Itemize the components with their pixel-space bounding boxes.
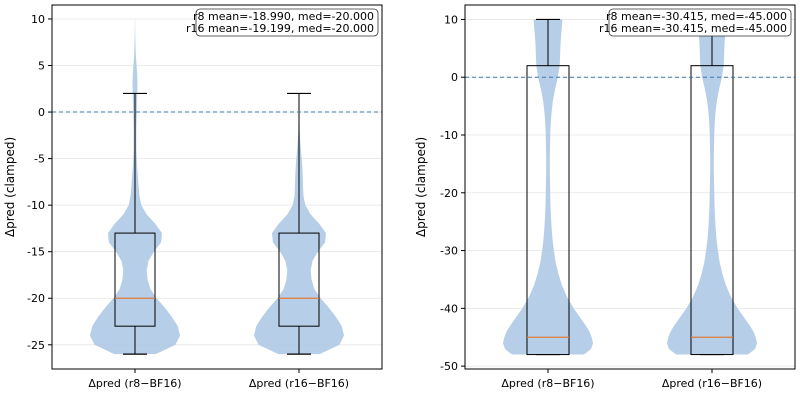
right-x-tick-label: Δpred (r8−BF16) — [501, 377, 594, 390]
right-y-tick-label: 10 — [444, 13, 458, 26]
right-annotation-line-2: r16 mean=-30.415, med=-45.000 — [599, 22, 787, 35]
left-x-tick-label: Δpred (r16−BF16) — [249, 377, 349, 390]
left-y-tick-label: -5 — [34, 153, 45, 166]
left-y-tick-label: 10 — [31, 13, 45, 26]
right-y-tick-label: 0 — [451, 71, 458, 84]
left-violins — [90, 18, 344, 355]
right-boxes — [526, 18, 734, 356]
left-y-tick-label: -15 — [27, 246, 45, 259]
left-y-tick-label: -10 — [27, 199, 45, 212]
left-box-2 — [278, 232, 320, 327]
right-y-axis-label: Δpred (clamped) — [414, 137, 428, 237]
left-y-tick-label: -20 — [27, 292, 45, 305]
right-y-tick-label: -10 — [440, 129, 458, 142]
right-y-ticks: -50 -40 -30 -20 -10 0 10 — [440, 13, 465, 373]
right-y-tick-label: -40 — [440, 302, 458, 315]
right-violin-1 — [503, 19, 593, 355]
right-x-tick-label: Δpred (r16−BF16) — [662, 377, 762, 390]
right-x-ticks: Δpred (r8−BF16) Δpred (r16−BF16) — [501, 369, 762, 390]
right-annotation-line-1: r8 mean=-30.415, med=-45.000 — [606, 10, 787, 23]
left-box-1 — [114, 232, 156, 327]
right-annotation-frame — [608, 8, 792, 37]
left-axes-frame — [51, 4, 383, 370]
left-y-ticks: -25 -20 -15 -10 -5 0 5 10 — [27, 13, 52, 352]
right-violin-2 — [667, 19, 757, 355]
right-box-1 — [526, 65, 570, 356]
left-y-tick-label: -25 — [27, 339, 45, 352]
right-y-tick-label: -50 — [440, 360, 458, 373]
right-box-2 — [690, 65, 734, 356]
left-y-tick-label: 5 — [38, 60, 45, 73]
left-annotation-line-2: r16 mean=-19.199, med=-20.000 — [186, 22, 374, 35]
right-grid — [465, 19, 795, 367]
right-annotation-box: r8 mean=-30.415, med=-45.000 r16 mean=-3… — [599, 8, 792, 37]
left-x-tick-label: Δpred (r8−BF16) — [88, 377, 181, 390]
left-y-tick-label: 0 — [38, 106, 45, 119]
left-annotation-line-1: r8 mean=-18.990, med=-20.000 — [193, 10, 374, 23]
left-grid — [52, 18, 382, 346]
left-annotation-box: r8 mean=-18.990, med=-20.000 r16 mean=-1… — [186, 8, 379, 37]
right-axes-frame — [464, 4, 796, 370]
right-y-tick-label: -20 — [440, 187, 458, 200]
right-y-tick-label: -30 — [440, 245, 458, 258]
left-x-ticks: Δpred (r8−BF16) Δpred (r16−BF16) — [88, 369, 349, 390]
left-boxes — [114, 92, 320, 355]
right-violins — [503, 19, 757, 355]
left-y-axis-label: Δpred (clamped) — [3, 137, 17, 237]
left-annotation-frame — [195, 8, 379, 37]
